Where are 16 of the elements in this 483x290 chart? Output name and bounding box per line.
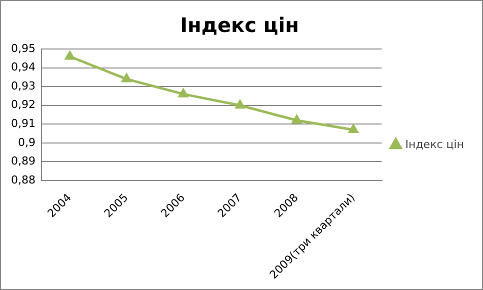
- y-tick-label: 0,92: [10, 98, 36, 112]
- y-tick-label: 0,91: [10, 117, 36, 130]
- point: [235, 100, 245, 109]
- y-tick-label: 0,89: [10, 154, 36, 168]
- point: [65, 51, 75, 60]
- y-tick-label: 0,9: [18, 136, 36, 149]
- y-tick-label: 0,95: [10, 42, 36, 55]
- y-tick-label: 0,93: [10, 79, 36, 92]
- point: [348, 124, 358, 134]
- chart-title: Індекс цін: [180, 13, 299, 38]
- point: [122, 74, 132, 82]
- point: [178, 88, 188, 98]
- legend-label: Індекс цін: [405, 138, 464, 151]
- point: [292, 115, 302, 124]
- y-tick-label: 0,88: [10, 173, 36, 186]
- y-tick-label: 0,94: [10, 60, 36, 74]
